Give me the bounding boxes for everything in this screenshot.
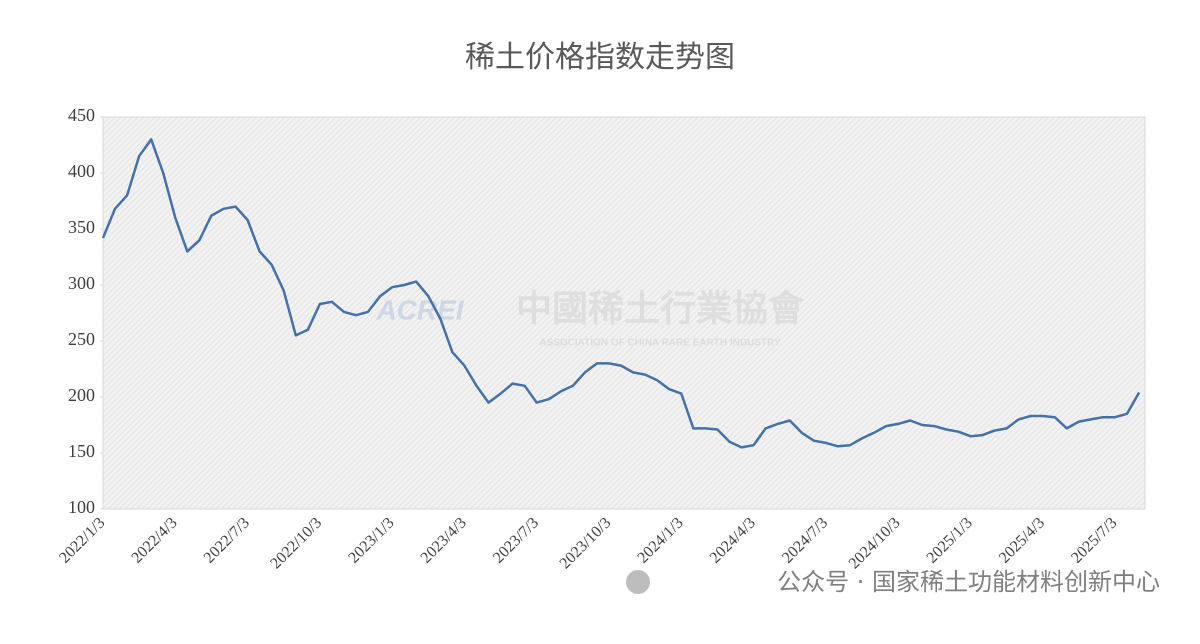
watermark-english: ASSOCIATION OF CHINA RARE EARTH INDUSTRY	[539, 338, 781, 349]
y-tick-label: 150	[68, 441, 95, 461]
watermark-name: 中國稀土行業協會	[516, 288, 805, 328]
y-tick-label: 350	[68, 217, 95, 237]
y-tick-label: 300	[68, 273, 95, 293]
chart-title: 稀土价格指数走势图	[465, 41, 735, 74]
footer: 公众号 · 国家稀土功能材料创新中心	[777, 568, 1160, 596]
plot-area	[102, 116, 1146, 510]
line-series	[101, 138, 1141, 449]
y-tick-label: 450	[68, 105, 95, 125]
y-tick-label: 100	[68, 497, 95, 517]
footer-icon	[626, 570, 650, 594]
y-tick-label: 250	[68, 329, 95, 349]
y-tick-label: 400	[68, 161, 95, 181]
y-tick-label: 200	[68, 385, 95, 405]
watermark-logo: ACREI	[375, 294, 464, 325]
